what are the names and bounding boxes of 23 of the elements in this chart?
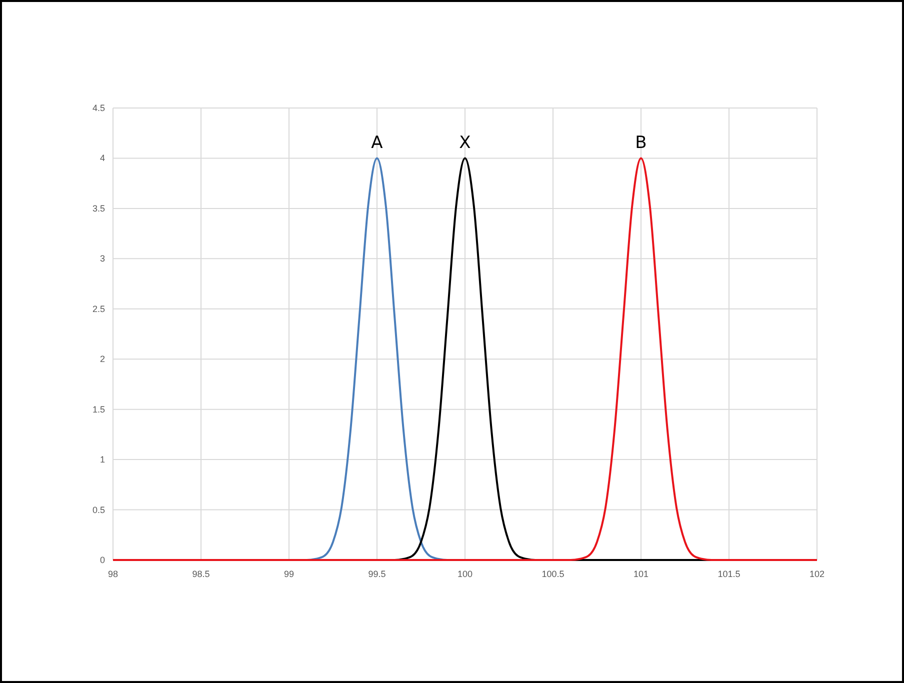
- x-tick-label: 98.5: [192, 569, 210, 579]
- y-tick-label: 2: [100, 354, 105, 364]
- y-tick-label: 3.5: [92, 203, 105, 214]
- x-tick-label: 100: [457, 569, 473, 579]
- x-tick-label: 98: [108, 569, 118, 579]
- y-tick-label: 0: [100, 555, 105, 565]
- series-label: A: [371, 133, 384, 154]
- x-tick-label: 99.5: [368, 569, 386, 579]
- y-tick-label: 3: [100, 254, 105, 264]
- y-tick-label: 4: [100, 153, 105, 164]
- x-tick-label: 101: [633, 569, 649, 579]
- x-tick-label: 100.5: [542, 569, 564, 579]
- x-tick-label: 99: [284, 569, 294, 579]
- x-tick-label: 102: [809, 569, 825, 579]
- series-label: B: [635, 133, 647, 154]
- series-label: X: [459, 133, 472, 154]
- y-tick-label: 1: [100, 454, 105, 465]
- y-tick-label: 1.5: [92, 404, 105, 414]
- y-tick-label: 0.5: [92, 504, 105, 515]
- x-tick-label: 101.5: [718, 569, 740, 579]
- y-tick-label: 2.5: [92, 304, 105, 314]
- line-series: [112, 157, 818, 561]
- y-tick-label: 4.5: [92, 103, 105, 113]
